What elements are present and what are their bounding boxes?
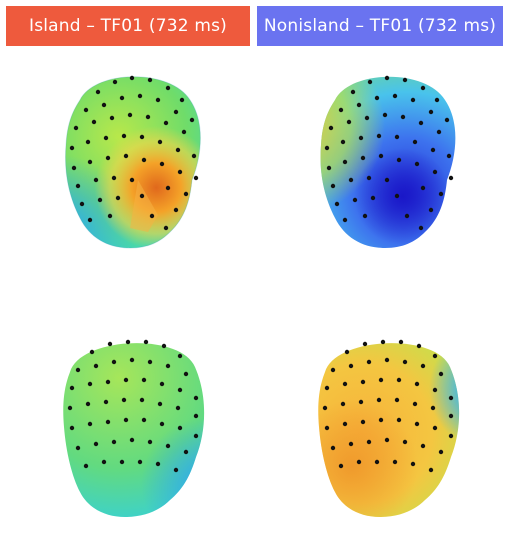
island-header: Island – TF01 (732 ms) <box>6 6 250 46</box>
island-front-head <box>20 60 240 280</box>
nonisland-back-head <box>275 312 495 532</box>
electrode-dots <box>69 75 199 231</box>
nonisland-header: Nonisland – TF01 (732 ms) <box>257 6 503 46</box>
island-back-head <box>20 312 240 532</box>
nonisland-front-head <box>275 60 495 280</box>
